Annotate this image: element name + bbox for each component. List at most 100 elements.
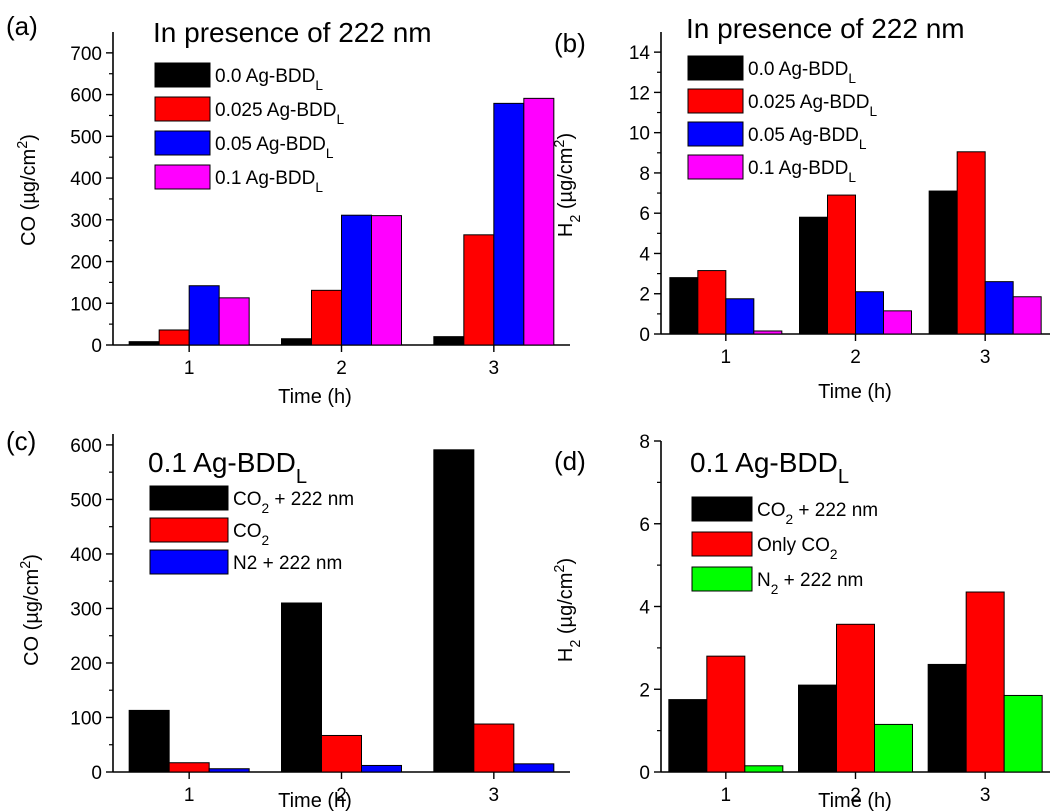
y-tick-label: 0	[91, 336, 102, 357]
y-tick-label: 14	[629, 43, 651, 64]
legend-label: 0.05 Ag-BDDL	[748, 125, 867, 152]
panel-title: In presence of 222 nm	[153, 17, 432, 48]
legend-label: CO2 + 222 nm	[757, 500, 878, 527]
legend-label: 0.0 Ag-BDDL	[215, 66, 323, 93]
bar	[158, 329, 190, 346]
chart-panel-a: 0 100 200 300 400 500 600 700 1 2 3 Time (h) CO (µg/…	[6, 11, 570, 408]
bar	[753, 330, 783, 335]
x-axis-label: Time (h)	[818, 790, 892, 811]
bar	[965, 591, 1005, 773]
chart-panel-c: 0 100 200 300 400 500 600 1 2 3 Time (h) CO (µg/cm2…	[6, 426, 570, 811]
panel-title: In presence of 222 nm	[686, 13, 965, 44]
x-tick-label: 3	[489, 358, 500, 379]
panel-letter: (c)	[6, 426, 36, 456]
bar	[744, 765, 784, 773]
bar	[836, 623, 875, 773]
bar	[855, 291, 884, 335]
y-tick-label: 0	[91, 763, 102, 784]
y-tick-label: 600	[70, 436, 102, 457]
legend: CO2 + 222 nm CO2 N2 + 222 nm	[149, 485, 354, 575]
bar	[361, 764, 402, 773]
y-tick-label: 500	[70, 127, 102, 148]
bar	[493, 102, 525, 346]
legend-swatch	[691, 531, 753, 557]
x-axis-label: Time (h)	[278, 790, 352, 811]
legend-label: Only CO2	[757, 535, 837, 562]
bar	[697, 270, 727, 335]
y-tick-label: 600	[70, 86, 102, 107]
legend-label: 0.0 Ag-BDDL	[748, 59, 856, 86]
panel-title: 0.1 Ag-BDDL	[690, 447, 849, 488]
bar	[798, 684, 837, 773]
panel-letter: (b)	[554, 28, 586, 58]
y-tick-label: 8	[639, 432, 650, 453]
y-tick-label: 0	[639, 325, 650, 346]
y-tick-label: 4	[639, 598, 650, 619]
y-tick-label: 6	[639, 515, 650, 536]
bar	[669, 277, 699, 335]
x-tick-label: 2	[336, 785, 347, 806]
bar	[883, 310, 912, 335]
legend-swatch	[687, 154, 744, 180]
x-tick-label: 2	[850, 347, 861, 368]
panel-letter: (a)	[6, 11, 38, 41]
bar	[371, 215, 402, 346]
bar	[208, 768, 250, 773]
y-tick-label: 2	[639, 680, 650, 701]
x-tick-label: 1	[721, 785, 732, 806]
legend-swatch	[154, 130, 211, 156]
legend-swatch	[687, 88, 744, 114]
legend-label: 0.1 Ag-BDDL	[215, 168, 323, 195]
legend-label: N2 + 222 nm	[757, 570, 863, 597]
bar	[128, 341, 160, 346]
bar	[874, 723, 913, 773]
x-tick-label: 3	[980, 785, 991, 806]
bar	[281, 602, 322, 773]
panel-letter: (d)	[554, 446, 586, 476]
bar	[341, 214, 372, 346]
bar	[218, 297, 250, 346]
x-tick-label: 3	[489, 785, 500, 806]
bar	[473, 723, 515, 773]
legend-swatch	[154, 164, 211, 190]
bar	[128, 709, 170, 773]
y-tick-label: 300	[70, 599, 102, 620]
x-tick-label: 1	[721, 347, 732, 368]
y-tick-label: 10	[629, 124, 650, 145]
y-axis-label: CO (µg/cm2)	[15, 134, 40, 246]
bar	[706, 655, 746, 773]
bar	[281, 338, 312, 346]
x-tick-label: 1	[184, 358, 195, 379]
bar	[928, 190, 958, 335]
legend: 0.0 Ag-BDDL 0.025 Ag-BDDL 0.05 Ag-BDDL 0.1 …	[687, 55, 877, 185]
bar	[956, 151, 986, 335]
bar	[668, 699, 708, 773]
y-tick-label: 700	[70, 44, 102, 65]
bar	[311, 289, 342, 346]
x-axis-label: Time (h)	[278, 386, 352, 408]
legend-swatch	[691, 566, 753, 592]
bar	[321, 734, 362, 773]
bar	[927, 663, 967, 773]
bar	[463, 234, 495, 346]
legend-label: 0.025 Ag-BDDL	[748, 92, 877, 119]
legend: CO2 + 222 nm Only CO2 N2 + 222 nm	[691, 496, 878, 597]
legend-swatch	[149, 485, 229, 511]
y-tick-label: 0	[639, 763, 650, 784]
legend-swatch	[149, 517, 229, 543]
legend-swatch	[691, 496, 753, 522]
legend-label: N2 + 222 nm	[233, 553, 342, 574]
y-tick-label: 12	[629, 83, 650, 104]
x-axis-label: Time (h)	[818, 381, 892, 403]
bar	[523, 97, 555, 346]
y-tick-label: 300	[70, 211, 102, 232]
legend-label: 0.025 Ag-BDDL	[215, 100, 344, 127]
legend-label: CO2 + 222 nm	[233, 489, 354, 516]
legend-label: 0.05 Ag-BDDL	[215, 134, 334, 161]
bar	[1003, 694, 1043, 773]
y-tick-label: 4	[639, 244, 650, 265]
y-tick-label: 500	[70, 490, 102, 511]
y-axis-label: H2 (µg/cm2)	[552, 558, 584, 662]
